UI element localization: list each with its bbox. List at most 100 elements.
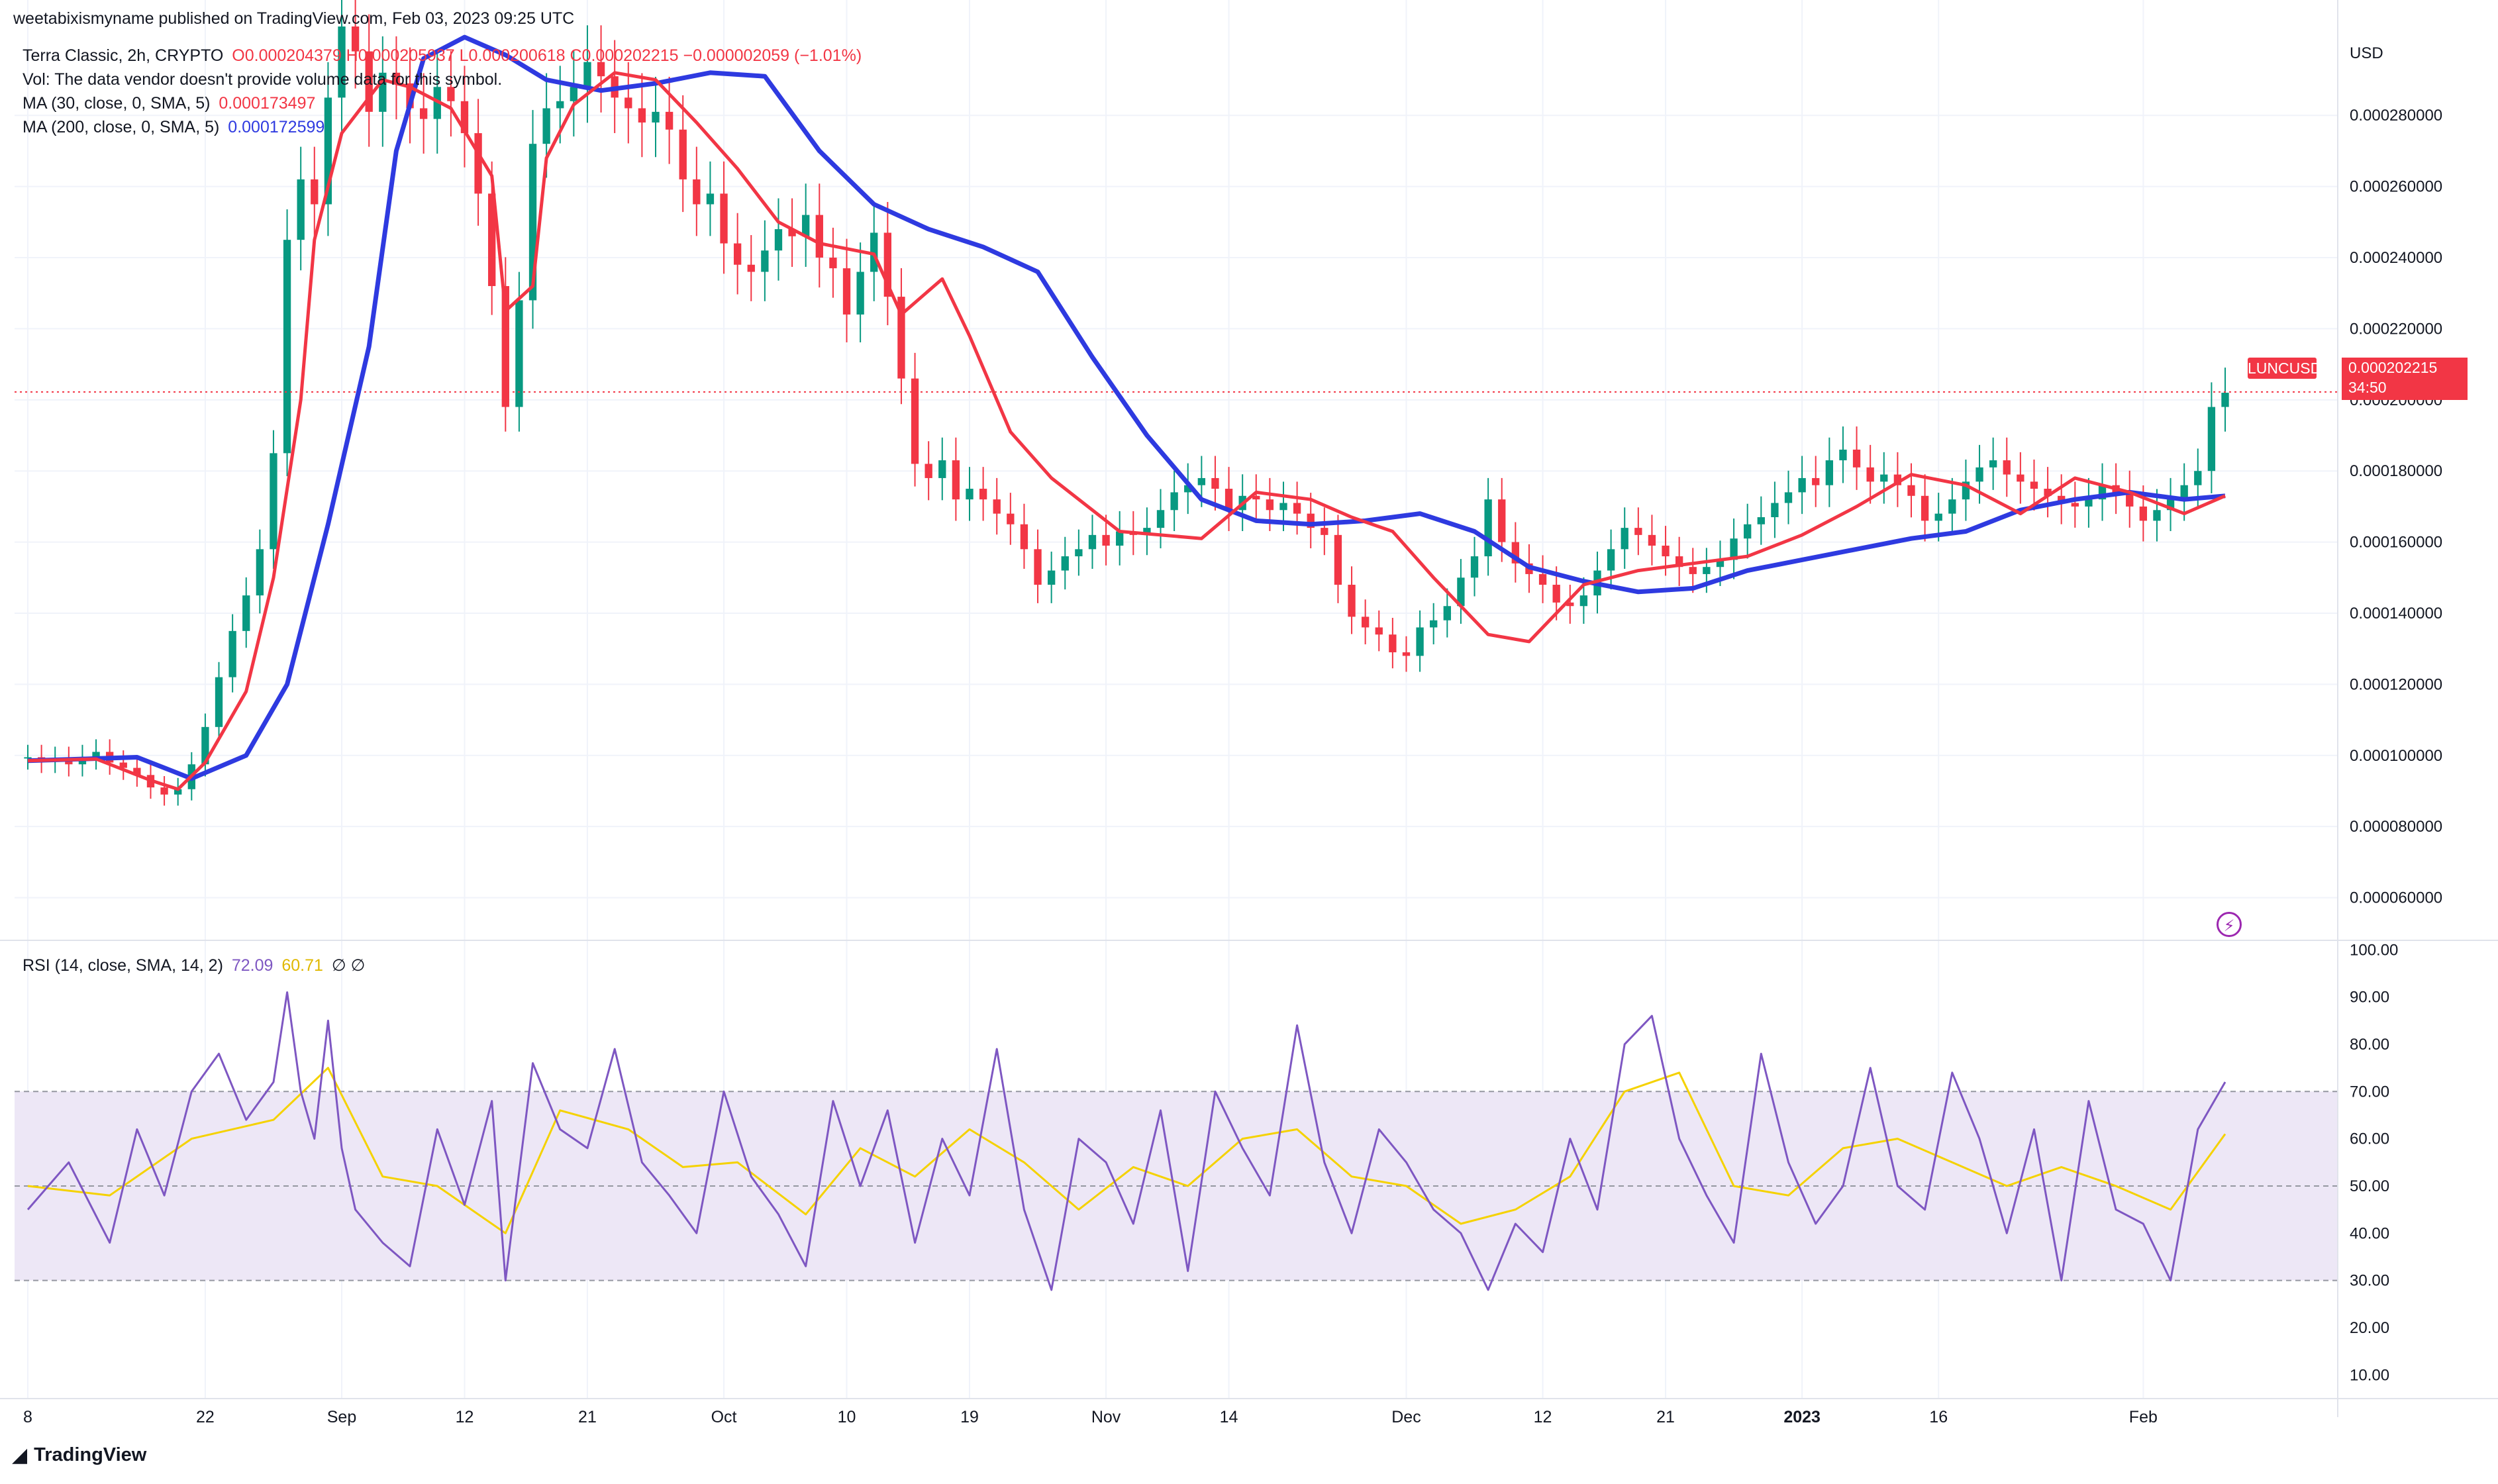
candle-body: [2044, 489, 2052, 496]
candle-body: [1279, 503, 1287, 511]
candle-body: [1621, 528, 1628, 550]
candle-body: [1470, 556, 1479, 578]
time-tick-label: Sep: [327, 1408, 356, 1426]
rsi-line: [26, 991, 2226, 1291]
candle-body: [1416, 627, 1424, 656]
candle-body: [1634, 528, 1642, 535]
candle-body: [1880, 474, 1888, 482]
candle-body: [338, 26, 346, 98]
candle-body: [1224, 489, 1233, 511]
candle-body: [1675, 556, 1683, 568]
candle-body: [1962, 481, 1970, 500]
candle-body: [1552, 585, 1560, 603]
candle-body: [1921, 495, 1929, 521]
ma30-line: [27, 71, 2226, 791]
candle-body: [652, 111, 660, 123]
legend-ma200-label: MA (200, close, 0, SMA, 5): [23, 118, 220, 136]
time-tick-label: 12: [456, 1408, 474, 1426]
candle-body: [1075, 549, 1083, 557]
candle-body: [883, 232, 892, 297]
candle-body: [242, 595, 250, 631]
candle-body: [351, 26, 360, 52]
candle-body: [802, 215, 810, 236]
candle-body: [1975, 467, 1983, 482]
candle-body: [924, 464, 932, 478]
candle-body: [379, 72, 387, 112]
time-tick-label: 10: [838, 1408, 856, 1426]
candle-body: [215, 677, 223, 727]
rsi-ma-line: [27, 1067, 2226, 1234]
candle-body: [1948, 499, 1956, 514]
candle-body: [283, 240, 291, 454]
candle-body: [556, 101, 564, 109]
candle-body: [24, 757, 32, 759]
candle-body: [570, 87, 578, 101]
tv-mark-icon: ◢: [12, 1444, 28, 1466]
candle-body: [2098, 485, 2107, 500]
legend-ma200-value: 0.000172599: [228, 118, 325, 136]
candle-body: [1061, 556, 1069, 571]
price-tick-label: 0.000100000: [2350, 747, 2442, 765]
candle-body: [774, 229, 783, 251]
published-by-text: weetabixismyname published on TradingVie…: [13, 9, 575, 28]
candle-body: [2071, 503, 2079, 507]
rsi-tick-label: 10.00: [2350, 1366, 2389, 1384]
candle-body: [528, 144, 537, 301]
candle-body: [952, 460, 960, 500]
candle-body: [911, 378, 919, 464]
time-tick-label: 16: [1929, 1408, 1948, 1426]
candle-body: [597, 62, 605, 77]
legend-ma30-value: 0.000173497: [219, 94, 316, 113]
tradingview-logo[interactable]: ◢ TradingView: [12, 1444, 146, 1467]
candle-body: [1007, 513, 1015, 524]
candle-body: [693, 179, 701, 205]
candles-layer: [24, 0, 2229, 806]
candle-body: [1443, 606, 1451, 620]
candle-body: [2030, 481, 2038, 489]
candle-body: [1784, 492, 1793, 503]
time-tick-label: 22: [196, 1408, 215, 1426]
candle-body: [1934, 513, 1942, 521]
symbol-price-tag: LUNCUSD: [2248, 358, 2321, 379]
time-tick-label: Oct: [711, 1408, 737, 1426]
rsi-lines: [26, 991, 2226, 1291]
candle-body: [1361, 617, 1370, 628]
candle-body: [1266, 499, 1274, 511]
legend-rsi-row[interactable]: RSI (14, close, SMA, 14, 2) 72.09 60.71 …: [23, 954, 365, 977]
candle-body: [460, 101, 469, 134]
candle-body: [2194, 471, 2202, 485]
rsi-tick-label: 90.00: [2350, 989, 2389, 1007]
candle-body: [993, 499, 1001, 514]
candle-body: [1088, 534, 1097, 550]
candle-body: [1321, 528, 1328, 535]
candle-body: [392, 72, 401, 83]
legend-ohlc: O0.000204379 H0.000205937 L0.000200618 C…: [232, 46, 862, 65]
candle-body: [2003, 460, 2011, 475]
lightning-icon[interactable]: ⚡: [2217, 912, 2242, 937]
candle-body: [1825, 460, 1834, 485]
candle-body: [174, 789, 182, 795]
bar-countdown: 34:50: [2348, 379, 2387, 396]
legend-ma200-row[interactable]: MA (200, close, 0, SMA, 5) 0.000172599: [23, 115, 325, 139]
legend-rsi-extra: ∅ ∅: [331, 956, 366, 975]
candle-body: [638, 108, 646, 123]
candle-body: [2153, 510, 2161, 521]
candle-body: [1852, 449, 1861, 468]
rsi-tick-label: 60.00: [2350, 1130, 2389, 1148]
legend-ma30-row[interactable]: MA (30, close, 0, SMA, 5) 0.000173497: [23, 91, 315, 115]
candle-body: [1798, 477, 1806, 493]
rsi-tick-label: 30.00: [2350, 1272, 2389, 1290]
rsi-band-layer: [15, 1091, 2338, 1281]
axes-layer: USD 0.000060000 0.000080000 0.000100000 0.00…: [0, 0, 2498, 1426]
candle-body: [2207, 407, 2216, 471]
candle-body: [119, 762, 127, 768]
time-tick-label: 21: [578, 1408, 597, 1426]
candle-body: [1511, 542, 1520, 564]
candle-body: [1211, 477, 1219, 489]
price-tick-label: 0.000160000: [2350, 534, 2442, 552]
candle-body: [2085, 499, 2093, 507]
time-tick-label: 14: [1220, 1408, 1238, 1426]
candle-body: [1020, 524, 1028, 550]
